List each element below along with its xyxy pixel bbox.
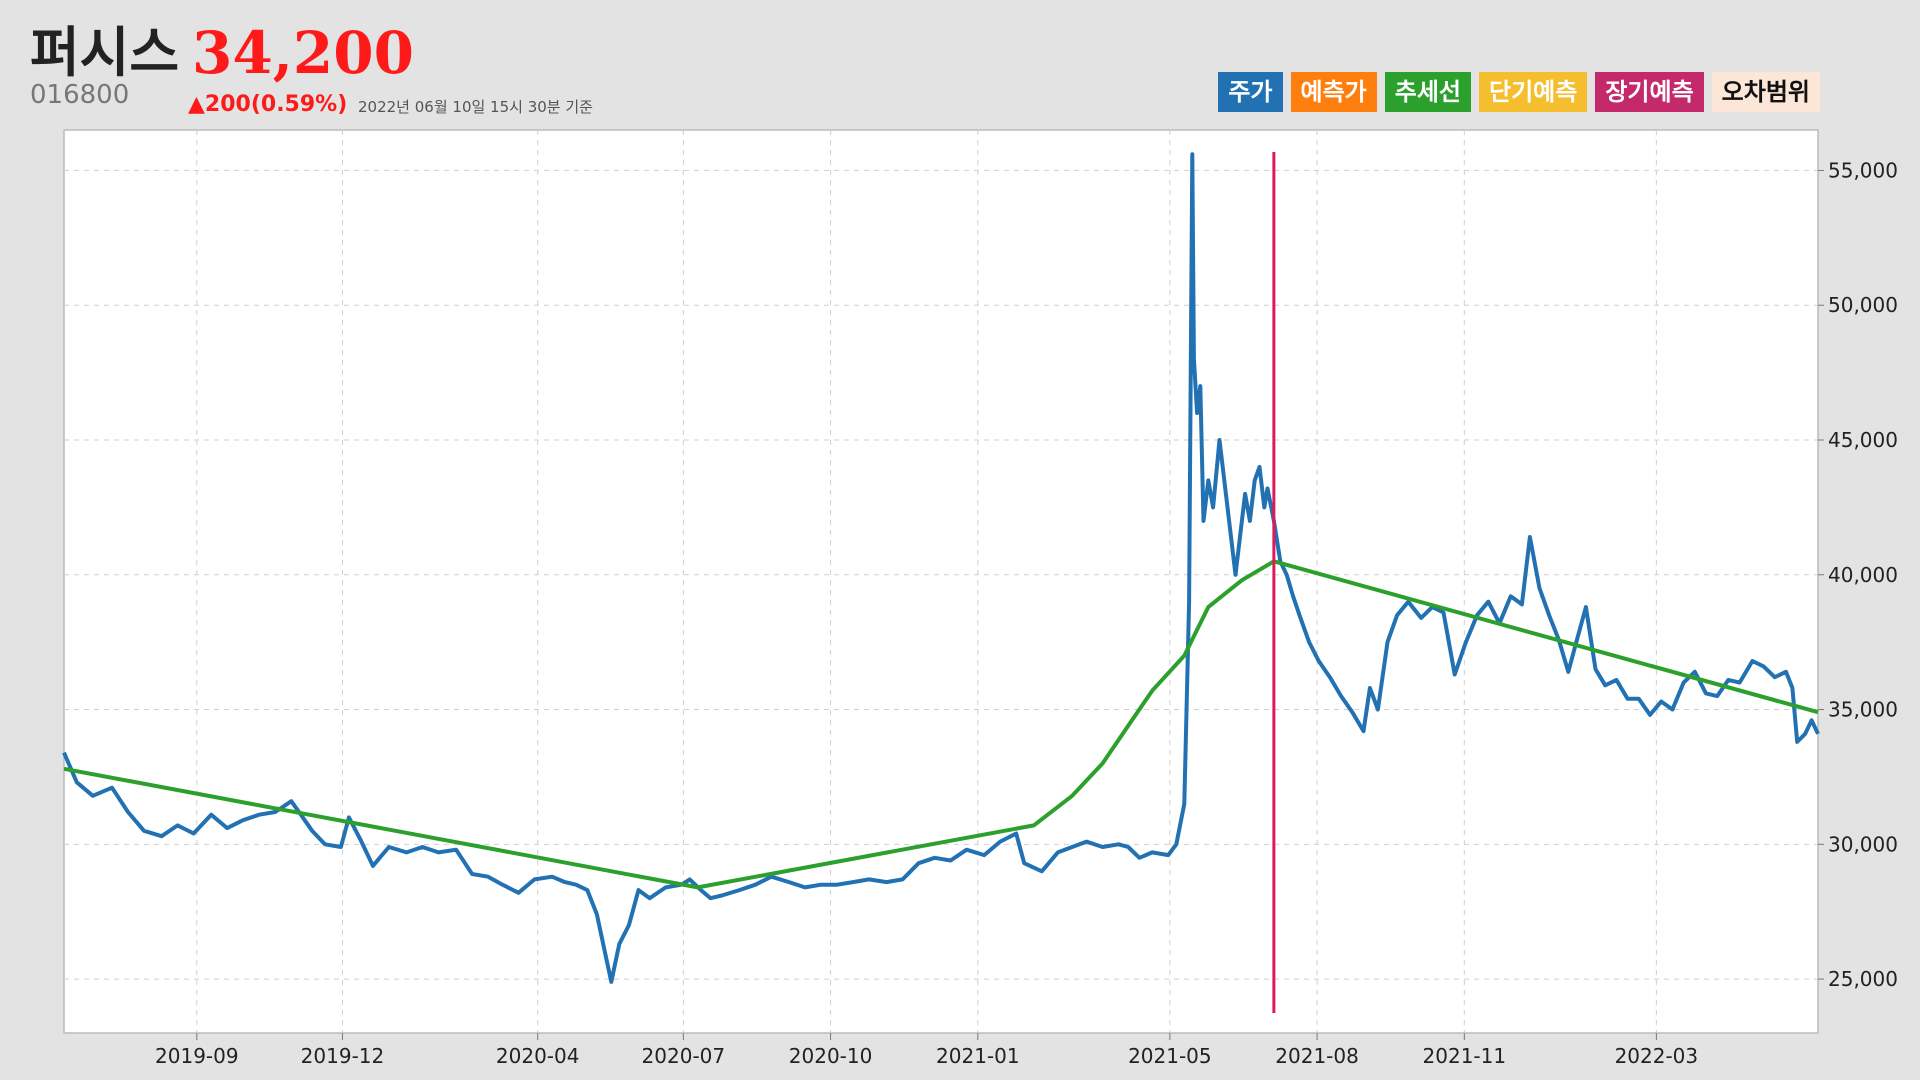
x-tick-label: 2021-08 [1275,1044,1359,1068]
price-change: ▲200(0.59%) [188,92,348,117]
series-lines [62,152,1820,984]
x-tick-label: 2021-11 [1423,1044,1507,1068]
y-tick-label: 35,000 [1828,698,1898,722]
timestamp: 2022년 06월 10일 15시 30분 기준 [358,98,593,116]
grid-lines [64,130,1818,1033]
x-tick-label: 2022-03 [1615,1044,1699,1068]
stock-code: 016800 [30,80,130,110]
legend-item-long-term[interactable]: 장기예측 [1595,72,1704,112]
y-tick-label: 50,000 [1828,293,1898,317]
y-tick-label: 25,000 [1828,967,1898,991]
legend-item-error-range[interactable]: 오차범위 [1711,72,1820,112]
plot-area [63,129,1819,1034]
y-tick-label: 40,000 [1828,563,1898,587]
y-tick-label: 30,000 [1828,832,1898,856]
legend: 주가 예측가 추세선 단기예측 장기예측 오차범위 [1218,72,1820,112]
y-tick-label: 55,000 [1828,158,1898,182]
series-line [63,559,1819,890]
legend-item-trendline[interactable]: 추세선 [1384,72,1472,112]
y-axis-ticks: 25,000 30,000 35,000 40,000 45,000 50,000 55,0… [1818,158,1898,991]
y-tick-label: 45,000 [1828,428,1898,452]
current-price: 34,200 [192,19,414,87]
x-tick-label: 2021-05 [1128,1044,1212,1068]
legend-item-forecast[interactable]: 예측가 [1290,72,1377,112]
x-tick-label: 2020-04 [496,1044,580,1068]
stock-name: 퍼시스 [30,21,180,84]
legend-item-price[interactable]: 주가 [1218,72,1283,112]
x-axis-ticks: 2019-09 2019-12 2020-04 2020-07 2020-10 2021-… [155,1033,1698,1068]
x-tick-label: 2019-09 [155,1044,239,1068]
x-tick-label: 2020-10 [789,1044,873,1068]
series-line [62,152,1820,984]
x-tick-label: 2021-01 [936,1044,1020,1068]
legend-item-short-term[interactable]: 단기예측 [1479,72,1588,112]
x-tick-label: 2020-07 [642,1044,726,1068]
x-tick-label: 2019-12 [301,1044,385,1068]
